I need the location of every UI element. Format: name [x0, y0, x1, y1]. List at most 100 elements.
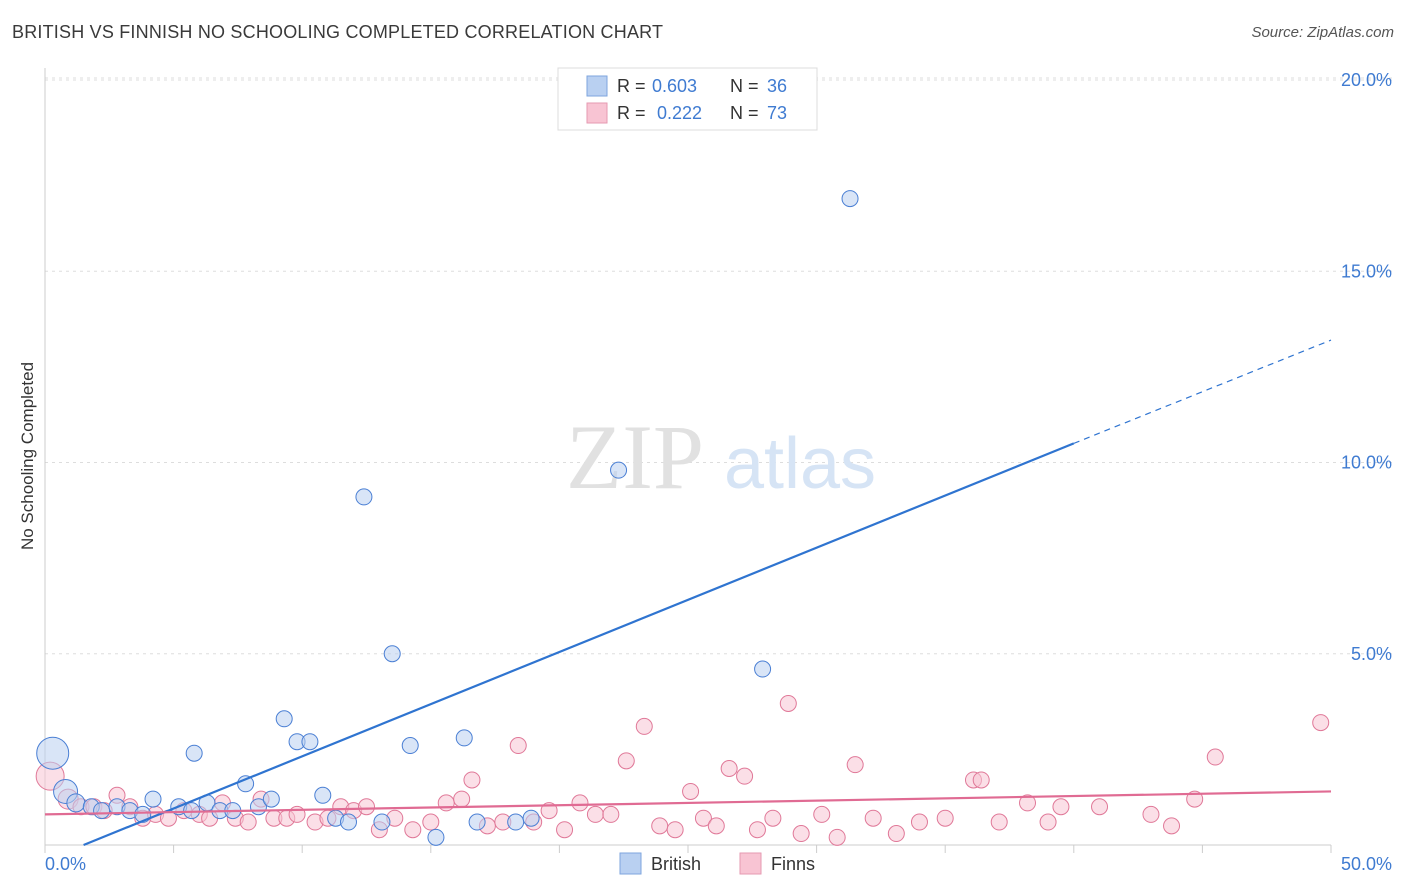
finns-point — [404, 821, 422, 839]
y-tick-label: 20.0% — [1341, 70, 1392, 90]
legend-r-value-british: 0.603 — [652, 76, 697, 96]
legend-swatch-finns — [586, 102, 608, 124]
finns-point — [887, 825, 905, 843]
legend-r-value-finns: 0.222 — [657, 103, 702, 123]
finns-point — [779, 694, 797, 712]
finns-point — [1312, 714, 1330, 732]
finns-point — [736, 767, 754, 785]
finns-point — [1019, 794, 1037, 812]
legend-swatch-british — [586, 75, 608, 97]
finns-point — [602, 805, 620, 823]
legend-bottom-label-british: British — [651, 854, 701, 874]
finns-point — [1039, 813, 1057, 831]
british-point — [841, 190, 859, 208]
y-tick-label: 15.0% — [1341, 261, 1392, 281]
british-point — [183, 802, 201, 820]
chart-title: BRITISH VS FINNISH NO SCHOOLING COMPLETE… — [12, 22, 664, 42]
finns-point — [239, 813, 257, 831]
finns-point — [586, 805, 604, 823]
british-point — [314, 786, 332, 804]
british-points — [36, 190, 859, 846]
british-point — [754, 660, 772, 678]
stats-legend: R = 0.603 N = 36 R = 0.222 N = 73 — [557, 67, 818, 131]
british-point — [522, 809, 540, 827]
finns-point — [936, 809, 954, 827]
finns-point — [694, 809, 712, 827]
gridlines — [45, 77, 1392, 655]
finns-point — [910, 813, 928, 831]
source-label: Source: ZipAtlas.com — [1251, 24, 1394, 41]
british-trend-extension — [1073, 339, 1332, 444]
british-point — [455, 729, 473, 747]
british-trend-line — [83, 442, 1075, 847]
british-point — [339, 813, 357, 831]
series-legend: British Finns — [619, 852, 815, 875]
finns-point — [1052, 798, 1070, 816]
x-tick-label: 0.0% — [45, 854, 86, 874]
british-point — [301, 733, 319, 751]
finns-point — [764, 809, 782, 827]
finns-point — [1186, 790, 1204, 808]
british-point — [36, 736, 70, 770]
finns-point — [358, 798, 375, 816]
finns-point — [1206, 748, 1224, 766]
finns-point — [707, 817, 725, 835]
finns-points — [35, 694, 1330, 846]
finns-point — [1142, 805, 1160, 823]
finns-point — [846, 756, 864, 774]
british-point — [401, 737, 419, 755]
finns-point — [666, 821, 684, 839]
legend-r-label-british: R = — [617, 76, 646, 96]
british-point — [373, 813, 391, 831]
finns-point — [437, 794, 455, 812]
british-point — [66, 793, 86, 813]
finns-point — [792, 825, 810, 843]
finns-point — [828, 828, 846, 846]
finns-point — [463, 771, 481, 789]
finns-point — [651, 817, 669, 835]
finns-point — [509, 737, 527, 755]
finns-point — [864, 809, 882, 827]
finns-point — [682, 782, 700, 800]
finns-point — [1091, 798, 1109, 816]
watermark-atlas: atlas — [724, 424, 876, 504]
legend-bottom-label-finns: Finns — [771, 854, 815, 874]
finns-point — [617, 752, 635, 770]
trend-lines — [44, 339, 1332, 847]
legend-bottom-swatch-finns — [739, 852, 762, 875]
british-point — [185, 744, 203, 762]
british-point — [610, 461, 628, 479]
watermark-zip: ZIP — [566, 406, 704, 508]
finns-point — [635, 717, 653, 735]
finns-point — [422, 813, 440, 831]
british-point — [383, 645, 401, 663]
x-tick-label: 50.0% — [1341, 854, 1392, 874]
legend-bottom-swatch-british — [619, 852, 642, 875]
finns-trend-line — [44, 790, 1332, 816]
finns-point — [453, 790, 471, 808]
legend-r-label-finns: R = — [617, 103, 646, 123]
british-point — [144, 790, 162, 808]
finns-point — [571, 794, 589, 812]
british-point — [427, 828, 445, 846]
british-point — [355, 488, 373, 506]
axes: 5.0% 10.0% 15.0% 20.0% 0.0% 50.0% — [44, 68, 1392, 874]
british-point — [93, 802, 111, 820]
y-tick-label: 5.0% — [1351, 644, 1392, 664]
watermark: ZIP atlas — [566, 406, 876, 508]
finns-point — [556, 821, 574, 839]
legend-n-value-finns: 73 — [767, 103, 787, 123]
finns-point — [813, 805, 831, 823]
legend-n-label-british: N = — [730, 76, 759, 96]
legend-n-label-finns: N = — [730, 103, 759, 123]
finns-point — [720, 760, 738, 777]
y-tick-label: 10.0% — [1341, 453, 1392, 473]
finns-point — [748, 821, 766, 839]
british-point — [468, 813, 486, 831]
legend-n-value-british: 36 — [767, 76, 787, 96]
british-point — [507, 813, 525, 831]
british-point — [275, 710, 293, 728]
finns-point — [990, 813, 1008, 831]
finns-point — [1163, 817, 1181, 835]
